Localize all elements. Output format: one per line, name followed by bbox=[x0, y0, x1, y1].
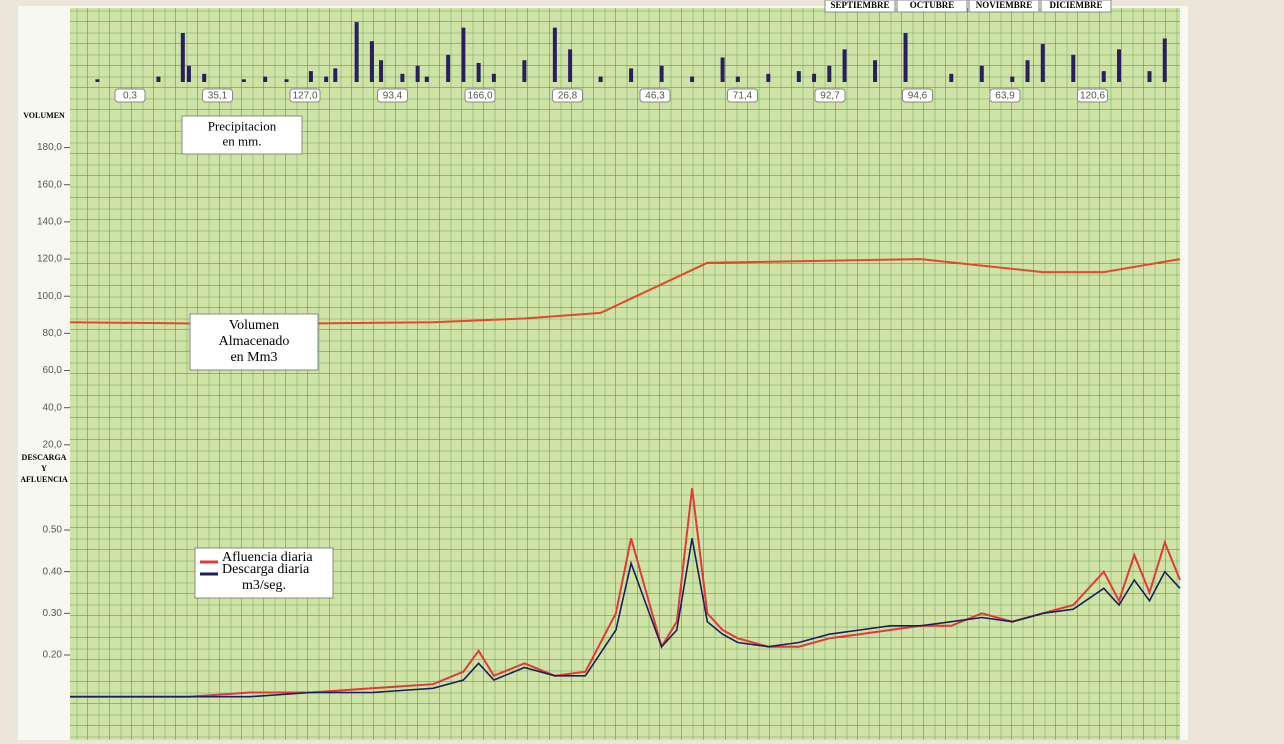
precip-bar bbox=[285, 79, 289, 82]
precip-bar bbox=[980, 66, 984, 82]
monthly-total: 35,1 bbox=[208, 91, 228, 102]
precip-bar bbox=[95, 79, 99, 82]
monthly-total: 92,7 bbox=[820, 91, 840, 102]
precip-bar bbox=[1071, 55, 1075, 82]
y-tick-label: 0.40 bbox=[43, 566, 63, 577]
precip-bar bbox=[477, 63, 481, 82]
month-name: NOVIEMBRE bbox=[976, 0, 1033, 10]
monthly-total: 71,4 bbox=[733, 91, 753, 102]
precip-bar bbox=[1041, 44, 1045, 82]
precip-bar bbox=[904, 33, 908, 82]
precip-bar bbox=[553, 28, 557, 82]
precip-bar bbox=[446, 55, 450, 82]
y-tick-label: 40,0 bbox=[43, 402, 63, 413]
y-tick-label: 0.20 bbox=[43, 650, 63, 661]
precip-bar bbox=[568, 49, 572, 82]
legend-label: Descarga diaria bbox=[222, 562, 310, 577]
precip-bar bbox=[1010, 77, 1014, 82]
precip-bar bbox=[492, 74, 496, 82]
precip-bar bbox=[263, 77, 267, 82]
precip-bar bbox=[355, 22, 359, 82]
precip-bar bbox=[379, 60, 383, 82]
monthly-total: 26,8 bbox=[558, 91, 578, 102]
monthly-total: 46,3 bbox=[645, 91, 665, 102]
precip-bar bbox=[827, 66, 831, 82]
label-text: Volumen bbox=[229, 318, 279, 333]
precip-bar bbox=[736, 77, 740, 82]
monthly-total: 166,0 bbox=[467, 91, 492, 102]
precip-bar bbox=[370, 41, 374, 82]
precip-bar bbox=[599, 77, 603, 82]
monthly-total: 94,6 bbox=[908, 91, 928, 102]
precip-bar bbox=[425, 77, 429, 82]
precip-bar bbox=[797, 71, 801, 82]
precip-bar bbox=[1102, 71, 1106, 82]
monthly-total: 127,0 bbox=[292, 91, 317, 102]
precip-bar bbox=[721, 58, 725, 82]
precip-bar bbox=[156, 77, 160, 82]
y-tick-label: 100,0 bbox=[37, 291, 62, 302]
y-tick-label: 80,0 bbox=[43, 328, 63, 339]
label-text: en Mm3 bbox=[230, 350, 277, 365]
y-tick-label: 180,0 bbox=[37, 142, 62, 153]
precip-bar bbox=[187, 66, 191, 82]
precip-bar bbox=[400, 74, 404, 82]
precip-bar bbox=[461, 28, 465, 82]
y-tick-label: 140,0 bbox=[37, 217, 62, 228]
chart: 0,3 35,1 127,0 93,4 166,0 26,8 46,3 71,4 92,7 94,… bbox=[0, 0, 1284, 744]
y-axis-label: Y bbox=[41, 464, 47, 473]
month-name: DICIEMBRE bbox=[1049, 0, 1102, 10]
precip-bar bbox=[660, 66, 664, 82]
monthly-total: 0,3 bbox=[123, 91, 137, 102]
precip-bar bbox=[690, 77, 694, 82]
precip-bar bbox=[1148, 71, 1152, 82]
y-axis-label: AFLUENCIA bbox=[20, 475, 68, 484]
precip-bar bbox=[629, 68, 633, 82]
precip-bar bbox=[181, 33, 185, 82]
unit-label: m3/seg. bbox=[242, 578, 286, 593]
monthly-total: 63,9 bbox=[995, 91, 1015, 102]
precip-bar bbox=[873, 60, 877, 82]
precip-bar bbox=[324, 77, 328, 82]
y-tick-label: 60,0 bbox=[43, 365, 63, 376]
month-name: OCTUBRE bbox=[910, 0, 955, 10]
precip-bar bbox=[202, 74, 206, 82]
y-tick-label: 20,0 bbox=[43, 439, 63, 450]
precip-bar bbox=[766, 74, 770, 82]
label-text: Almacenado bbox=[219, 334, 290, 349]
precip-bar bbox=[843, 49, 847, 82]
precip-bar bbox=[1117, 49, 1121, 82]
y-tick-label: 0.50 bbox=[43, 525, 63, 536]
y-tick-label: 160,0 bbox=[37, 179, 62, 190]
y-axis-label: VOLUMEN bbox=[23, 111, 65, 120]
y-tick-label: 120,0 bbox=[37, 254, 62, 265]
precip-bar bbox=[522, 60, 526, 82]
y-axis-label: DESCARGA bbox=[22, 453, 67, 462]
precip-bar bbox=[309, 71, 313, 82]
page: {"chart_data":[ {"type":"bar","label_lin… bbox=[0, 0, 1284, 744]
precip-bar bbox=[1163, 38, 1167, 82]
y-tick-label: 0.30 bbox=[43, 608, 63, 619]
label-text: en mm. bbox=[223, 133, 262, 148]
month-name: SEPTIEMBRE bbox=[830, 0, 889, 10]
precip-bar bbox=[812, 74, 816, 82]
precip-bar bbox=[416, 66, 420, 82]
monthly-total: 93,4 bbox=[383, 91, 403, 102]
precip-bar bbox=[949, 74, 953, 82]
precip-bar bbox=[242, 79, 246, 82]
monthly-total: 120,6 bbox=[1080, 91, 1105, 102]
precip-bar bbox=[333, 68, 337, 82]
label-text: Precipitacion bbox=[208, 118, 277, 133]
precip-bar bbox=[1026, 60, 1030, 82]
